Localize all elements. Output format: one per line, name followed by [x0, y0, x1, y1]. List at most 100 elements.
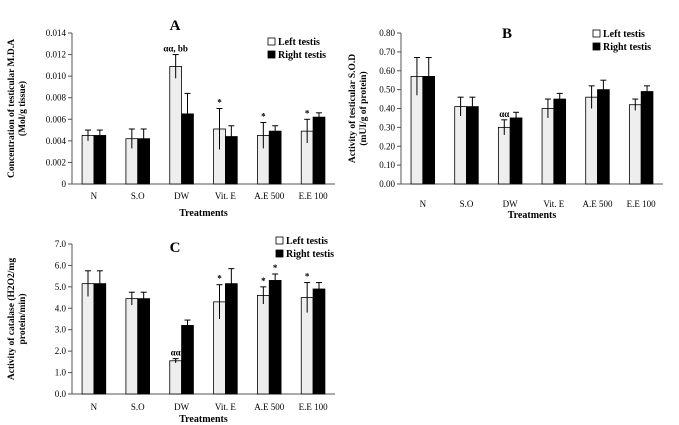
x-tick-label: E.E 100 — [299, 402, 328, 412]
x-tick-label: A.E 500 — [254, 402, 284, 412]
significance-label: * — [261, 276, 266, 286]
bar-right-testis — [466, 106, 479, 185]
x-tick-label: S.O — [131, 191, 145, 201]
x-tick-label: N — [91, 191, 98, 201]
legend-swatch — [592, 42, 601, 51]
y-tick-label: 0.80 — [379, 28, 395, 38]
x-tick-label: Vit. E — [543, 199, 564, 209]
panel-b: B 0.00 0.10 0.20 0.30 0.40 0.50 0.60 0.70 0.80 Act… — [348, 26, 663, 221]
x-tick-label: E.E 100 — [627, 199, 656, 209]
bar-left-testis — [454, 106, 467, 185]
legend-label: Left testis — [278, 37, 320, 48]
y-tick-label: 0.010 — [46, 71, 67, 81]
legend: Left testis Right testis — [592, 29, 651, 53]
y-tick-label: 0.00 — [379, 179, 395, 189]
y-axis-label: protein/min) — [17, 293, 28, 344]
bar-left-testis — [125, 298, 139, 395]
y-tick-label: 0.012 — [46, 50, 66, 60]
category-group — [410, 57, 436, 185]
x-tick-label: A.E 500 — [583, 199, 613, 209]
x-tick-label: A.E 500 — [254, 191, 284, 201]
bar-left-testis — [497, 126, 511, 185]
legend-label: Right testis — [286, 249, 334, 260]
x-tick-label: Vit. E — [215, 191, 236, 201]
y-tick-label: 0.60 — [379, 66, 395, 76]
y-axis-label: (Mol/g tissue) — [17, 81, 28, 136]
bar-right-testis — [181, 325, 194, 395]
y-tick-label: 3.0 — [55, 325, 67, 335]
legend-swatch — [275, 236, 284, 245]
x-tick-label: N — [420, 199, 427, 209]
category-group — [213, 268, 238, 395]
bar-right-testis — [312, 116, 326, 185]
significance-label: * — [261, 112, 266, 122]
bar-left-testis — [169, 66, 182, 185]
y-tick-label: 0.70 — [379, 47, 395, 57]
y-tick-label: 0.004 — [46, 136, 67, 146]
panel-letter: B — [502, 26, 512, 42]
y-tick-label: 0.30 — [379, 122, 395, 132]
category-group — [300, 112, 326, 185]
y-axis-label: Activity of catalase (H2O2/mg — [6, 258, 17, 380]
category-group — [81, 129, 107, 185]
category-group — [125, 291, 150, 395]
category-group — [497, 111, 523, 185]
x-tick-label: DW — [503, 199, 518, 209]
bar-left-testis — [81, 135, 95, 185]
significance-label: * — [217, 274, 222, 284]
category-group — [454, 96, 479, 185]
category-group — [81, 270, 107, 395]
y-axis-label: Activity of testicular S.O.D — [348, 54, 358, 163]
legend-label: Left testis — [286, 236, 328, 247]
legend-label: Left testis — [603, 29, 645, 40]
bar-right-testis — [93, 135, 107, 185]
bar-right-testis — [597, 89, 610, 185]
y-tick-label: 1.0 — [55, 368, 67, 378]
x-tick-label: S.O — [460, 199, 474, 209]
bar-right-testis — [268, 130, 282, 185]
y-tick-label: 0.0 — [55, 389, 67, 399]
category-group — [300, 282, 326, 395]
bar-right-testis — [312, 288, 326, 395]
legend-swatch — [592, 29, 601, 38]
bar-right-testis — [137, 298, 150, 395]
bar-right-testis — [268, 280, 282, 395]
y-axis-label: Concentration of testicular M.D.A — [7, 39, 17, 178]
y-tick-label: 0.50 — [379, 85, 395, 95]
significance-label: αα — [499, 109, 509, 119]
x-tick-label: N — [91, 402, 98, 412]
significance-label: * — [273, 263, 278, 273]
legend: Left testis Right testis — [267, 37, 326, 61]
significance-label: * — [217, 98, 222, 108]
x-tick-label: DW — [174, 402, 189, 412]
x-axis-label: Treatments — [179, 414, 228, 425]
x-tick-label: Vit. E — [215, 402, 236, 412]
y-tick-label: 0.20 — [379, 141, 395, 151]
y-tick-label: 5.0 — [55, 282, 67, 292]
significance-label: αα, bb — [163, 44, 188, 54]
category-group — [125, 128, 150, 185]
bar-right-testis — [225, 283, 238, 395]
panel-a: A 0 0.002 0.004 0.006 0.008 0.010 0.012 0.014 Con… — [7, 18, 335, 219]
category-group — [257, 122, 282, 185]
category-group — [628, 85, 654, 185]
bar-left-testis — [169, 360, 182, 395]
y-tick-label: 2.0 — [55, 346, 67, 356]
y-tick-label: 0.006 — [46, 114, 67, 124]
category-group — [169, 319, 194, 395]
legend: Left testis Right testis — [275, 236, 334, 260]
y-tick-label: 6.0 — [55, 260, 67, 270]
y-tick-label: 0.014 — [46, 28, 67, 38]
y-tick-label: 0.40 — [379, 104, 395, 114]
bar-left-testis — [257, 295, 270, 395]
y-tick-label: 4.0 — [55, 303, 67, 313]
legend-swatch — [275, 249, 284, 258]
legend-label: Right testis — [603, 42, 651, 53]
y-tick-label: 0 — [62, 179, 67, 189]
panel-letter: A — [170, 18, 181, 34]
bar-left-testis — [628, 104, 642, 185]
legend-label: Right testis — [278, 50, 326, 61]
category-group — [213, 108, 238, 185]
x-tick-label: S.O — [131, 402, 145, 412]
